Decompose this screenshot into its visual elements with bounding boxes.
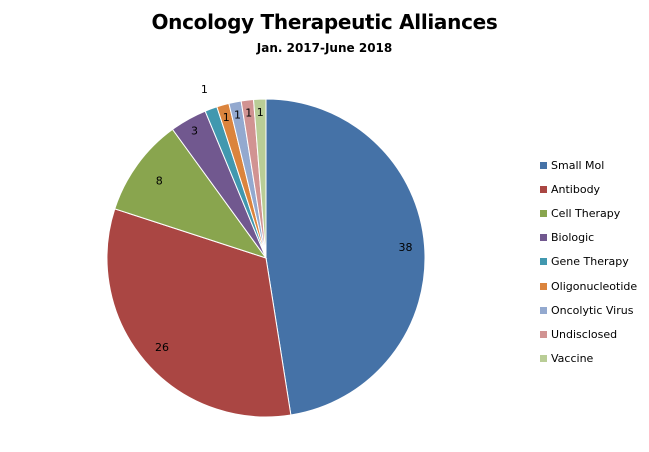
legend-item-biologic: Biologic <box>540 226 637 250</box>
legend-item-oligonucleotide: Oligonucleotide <box>540 274 637 298</box>
data-label: 1 <box>245 107 252 120</box>
pie-slice-antibody <box>106 208 292 418</box>
legend-swatch <box>540 355 547 363</box>
data-label: 38 <box>398 241 412 254</box>
legend-item-vaccine: Vaccine <box>540 347 637 371</box>
chart-title: Oncology Therapeutic Alliances <box>151 10 498 34</box>
legend-item-cell-therapy: Cell Therapy <box>540 201 637 225</box>
data-label: 1 <box>201 83 208 96</box>
data-label: 1 <box>223 111 230 124</box>
data-label: 3 <box>191 124 198 137</box>
legend-swatch <box>540 209 547 217</box>
pie-slices <box>106 98 426 418</box>
legend-swatch <box>540 282 547 290</box>
legend-swatch <box>540 306 547 314</box>
legend-swatch <box>540 330 547 338</box>
legend-swatch <box>540 161 547 169</box>
pie-slice-small-mol <box>265 98 426 416</box>
pie-slice-cell-therapy <box>114 128 268 259</box>
legend-item-oncolytic-virus: Oncolytic Virus <box>540 298 637 322</box>
data-label: 26 <box>155 341 169 354</box>
legend-item-small-mol: Small Mol <box>540 153 637 177</box>
legend-swatch <box>540 258 547 266</box>
data-label: 1 <box>234 109 241 122</box>
legend-item-undisclosed: Undisclosed <box>540 322 637 346</box>
data-label: 1 <box>257 106 264 119</box>
legend-swatch <box>540 234 547 242</box>
chart-subtitle: Jan. 2017-June 2018 <box>256 41 393 55</box>
data-label: 8 <box>156 174 163 187</box>
chart-legend: Small Mol Antibody Cell Therapy Biologic… <box>540 153 637 371</box>
legend-swatch <box>540 185 547 193</box>
legend-item-antibody: Antibody <box>540 177 637 201</box>
legend-item-gene-therapy: Gene Therapy <box>540 250 637 274</box>
pie-slice-vaccine <box>252 98 267 259</box>
